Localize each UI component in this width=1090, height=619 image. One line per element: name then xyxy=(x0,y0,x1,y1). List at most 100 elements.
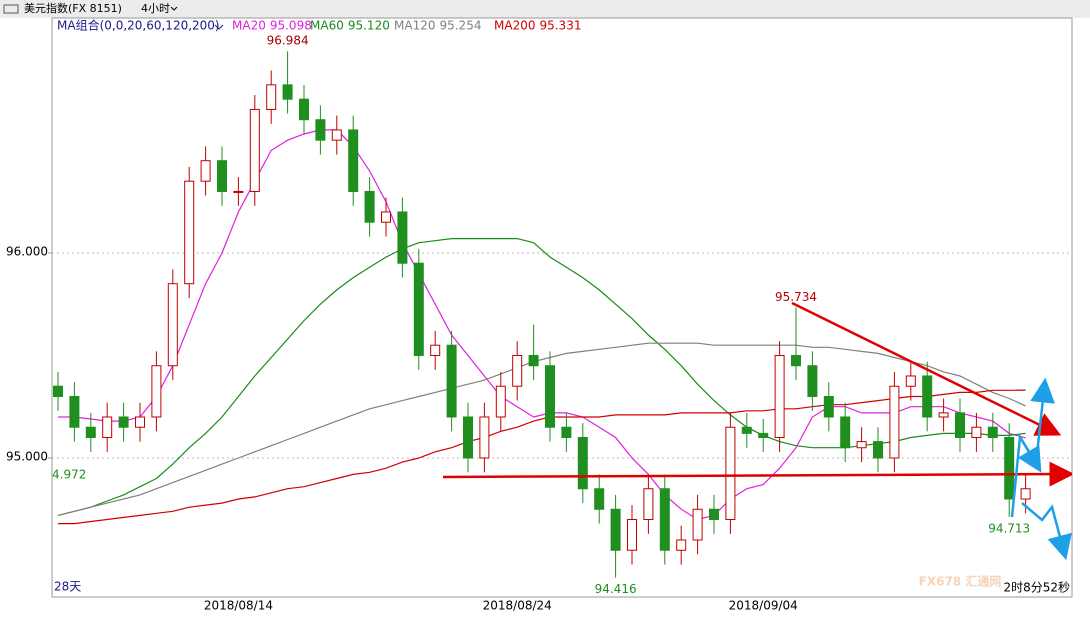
candle-body xyxy=(676,539,687,551)
candle-body xyxy=(151,365,162,418)
ma-group[interactable]: MA组合(0,0,20,60,120,200) xyxy=(57,18,220,33)
candle-body xyxy=(85,426,96,438)
candle-body xyxy=(315,119,326,141)
period-dropdown[interactable] xyxy=(170,6,178,11)
support-line xyxy=(442,461,1072,487)
candle-body xyxy=(102,416,113,438)
drawings xyxy=(442,301,1072,561)
ma-dropdown[interactable] xyxy=(214,24,224,30)
y-tick-label: 95.000 xyxy=(6,449,48,463)
candle-body xyxy=(446,344,457,418)
ma-line xyxy=(58,129,1026,521)
candle-body xyxy=(1004,436,1015,500)
candle-body xyxy=(118,416,129,428)
ma-line xyxy=(57,342,1026,516)
y-tick-label: 96.000 xyxy=(6,244,48,258)
extreme-label: 95.734 xyxy=(775,290,817,304)
candle-body xyxy=(856,441,867,449)
legend-value: 95.120 xyxy=(348,19,390,33)
candle-body xyxy=(479,416,490,459)
candle-body xyxy=(627,518,637,551)
candle-body xyxy=(709,508,719,520)
candle-body xyxy=(725,426,736,520)
forecast-arrow-mid xyxy=(1017,436,1042,473)
legend-name: MA60 xyxy=(310,19,344,33)
candle-body xyxy=(381,211,391,223)
candle-body xyxy=(889,385,900,459)
candle-body xyxy=(233,190,244,193)
plot-area xyxy=(51,17,1073,598)
candle-body xyxy=(135,416,145,428)
candle-body xyxy=(807,365,818,397)
candle-body xyxy=(348,129,359,192)
countdown: 2时8分52秒 xyxy=(1003,581,1070,595)
extreme-label: 96.984 xyxy=(267,34,309,48)
candle-body xyxy=(577,436,588,490)
candle-body xyxy=(643,488,654,520)
candle-body xyxy=(184,180,195,285)
x-tick-label: 2018/08/14 xyxy=(204,599,273,613)
candle-body xyxy=(594,488,605,510)
legend-value: 95.254 xyxy=(439,19,481,33)
candle-body xyxy=(758,432,769,438)
candle-body xyxy=(249,108,260,192)
candle-body xyxy=(610,508,621,551)
candle-body xyxy=(331,129,342,141)
candle-body xyxy=(364,190,375,223)
ma-line xyxy=(58,389,1026,525)
candle-body xyxy=(905,375,916,387)
forecast-arrow-down xyxy=(1021,502,1072,561)
resistance-line xyxy=(791,301,1062,436)
window-icon xyxy=(3,4,19,14)
legend-name: MA20 xyxy=(232,19,266,33)
candle-body xyxy=(840,416,851,449)
candle-body xyxy=(299,98,309,121)
left-label: 4.972 xyxy=(52,468,86,482)
title-bar xyxy=(0,0,1090,18)
candle-body xyxy=(430,344,441,356)
candle-body xyxy=(512,354,523,387)
candle-body xyxy=(266,84,277,110)
legend-value: 95.098 xyxy=(270,19,312,33)
x-tick-label: 2018/09/04 xyxy=(729,599,798,613)
candle-body xyxy=(873,441,883,459)
candle-body xyxy=(282,84,293,100)
candle-body xyxy=(200,160,211,182)
candle-body xyxy=(528,354,539,367)
candle-body xyxy=(774,354,785,438)
candle-body xyxy=(53,385,63,397)
candle-body xyxy=(167,283,178,367)
period[interactable]: 4小时 xyxy=(141,2,170,15)
candle-body xyxy=(463,416,473,459)
instrument-title: 美元指数(FX 8151) xyxy=(24,1,122,15)
extreme-label: 94.713 xyxy=(988,521,1030,535)
candle-body xyxy=(922,375,933,418)
candle-body xyxy=(692,508,703,541)
candle-body xyxy=(495,385,506,418)
candle-body xyxy=(659,488,670,551)
candle-body xyxy=(791,354,801,367)
candle-body xyxy=(217,160,227,192)
candle-body xyxy=(823,395,834,418)
watermark: FX678 汇通网 xyxy=(919,574,1002,589)
candle-body xyxy=(561,426,572,438)
range-label: 28天 xyxy=(54,580,81,594)
candle-body xyxy=(413,262,424,356)
legend-value: 95.331 xyxy=(539,19,581,33)
candle-body xyxy=(545,365,555,428)
candle-body xyxy=(741,426,752,434)
candle-body xyxy=(938,412,949,418)
extreme-label: 94.416 xyxy=(595,582,637,596)
plot xyxy=(52,51,1072,578)
legend-name: MA200 xyxy=(494,19,535,33)
candle-body xyxy=(987,426,998,438)
candle-body xyxy=(69,395,80,428)
legend-name: MA120 xyxy=(394,19,435,33)
candle-body xyxy=(1020,488,1031,500)
candle-body xyxy=(955,412,965,438)
candle-body xyxy=(971,426,982,438)
candle-body xyxy=(397,211,408,264)
x-tick-label: 2018/08/24 xyxy=(483,599,552,613)
